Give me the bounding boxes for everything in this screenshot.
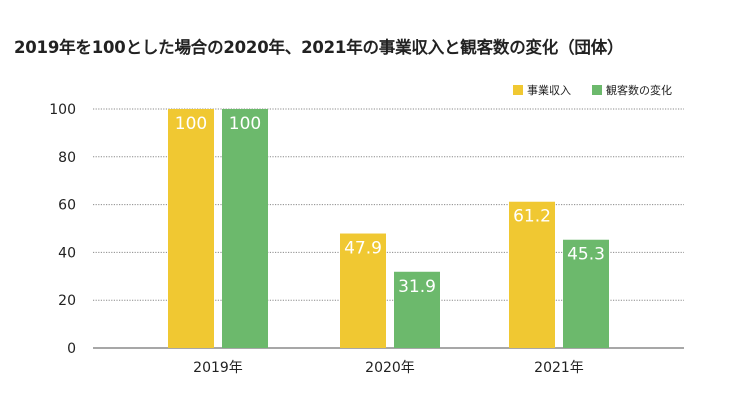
x-category-label: 2021年 (534, 360, 584, 376)
x-category-label: 2019年 (193, 360, 243, 376)
bar-audience-2 (563, 239, 609, 348)
y-tick-label: 0 (67, 341, 76, 357)
y-tick-label: 40 (58, 245, 76, 261)
y-tick-label: 20 (58, 293, 76, 309)
y-tick-label: 60 (58, 198, 76, 214)
bar-revenue-1 (340, 233, 386, 348)
legend: 事業収入 観客数の変化 (513, 83, 672, 97)
legend-swatch-audience (592, 85, 602, 95)
legend-label-audience: 観客数の変化 (606, 83, 672, 97)
bar-value-label: 100 (229, 114, 261, 134)
legend-label-revenue: 事業収入 (527, 84, 571, 97)
bar-value-label: 47.9 (344, 239, 382, 259)
y-tick-label: 80 (58, 150, 76, 166)
bar-revenue-0 (168, 109, 214, 348)
legend-swatch-revenue (513, 85, 523, 95)
chart-title: 2019年を100とした場合の2020年、2021年の事業収入と観客数の変化（団… (14, 38, 624, 57)
bar-value-label: 31.9 (398, 277, 436, 297)
bar-audience-0 (222, 109, 268, 348)
bars (168, 109, 609, 348)
bar-value-label: 61.2 (513, 207, 551, 227)
y-tick-label: 100 (49, 102, 76, 118)
labels: 0 20 40 60 80 100 100 100 2019年 47.9 31.9 2020年 61.2… (49, 102, 605, 376)
bar-revenue-2 (509, 201, 555, 348)
bar-value-label: 45.3 (567, 245, 605, 265)
bar-audience-1 (394, 271, 440, 348)
x-category-label: 2020年 (365, 360, 415, 376)
bar-value-label: 100 (175, 114, 207, 134)
